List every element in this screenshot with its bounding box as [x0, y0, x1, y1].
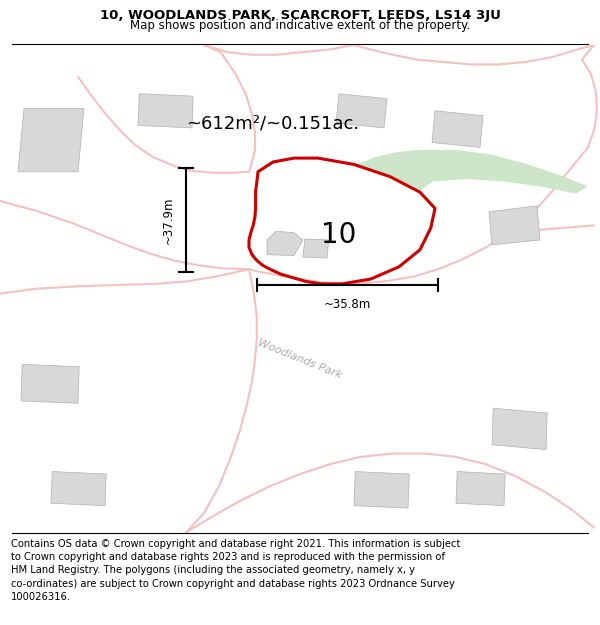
- Polygon shape: [489, 206, 540, 245]
- Text: Woodlands Park: Woodlands Park: [257, 338, 343, 381]
- Text: ~37.9m: ~37.9m: [162, 196, 175, 244]
- Polygon shape: [357, 150, 588, 194]
- Text: 10, WOODLANDS PARK, SCARCROFT, LEEDS, LS14 3JU: 10, WOODLANDS PARK, SCARCROFT, LEEDS, LS…: [100, 9, 500, 22]
- Polygon shape: [138, 94, 193, 128]
- Polygon shape: [336, 94, 387, 128]
- Polygon shape: [456, 471, 505, 506]
- Polygon shape: [267, 231, 303, 256]
- Text: Map shows position and indicative extent of the property.: Map shows position and indicative extent…: [130, 19, 470, 32]
- Text: ~35.8m: ~35.8m: [324, 299, 371, 311]
- Polygon shape: [18, 108, 84, 172]
- Polygon shape: [303, 239, 329, 258]
- Polygon shape: [492, 408, 547, 449]
- Text: 10: 10: [322, 221, 356, 249]
- Polygon shape: [432, 111, 483, 148]
- Polygon shape: [354, 471, 409, 508]
- Polygon shape: [21, 364, 79, 403]
- Text: Contains OS data © Crown copyright and database right 2021. This information is : Contains OS data © Crown copyright and d…: [11, 539, 460, 602]
- Polygon shape: [51, 471, 106, 506]
- Text: ~612m²/~0.151ac.: ~612m²/~0.151ac.: [186, 114, 359, 132]
